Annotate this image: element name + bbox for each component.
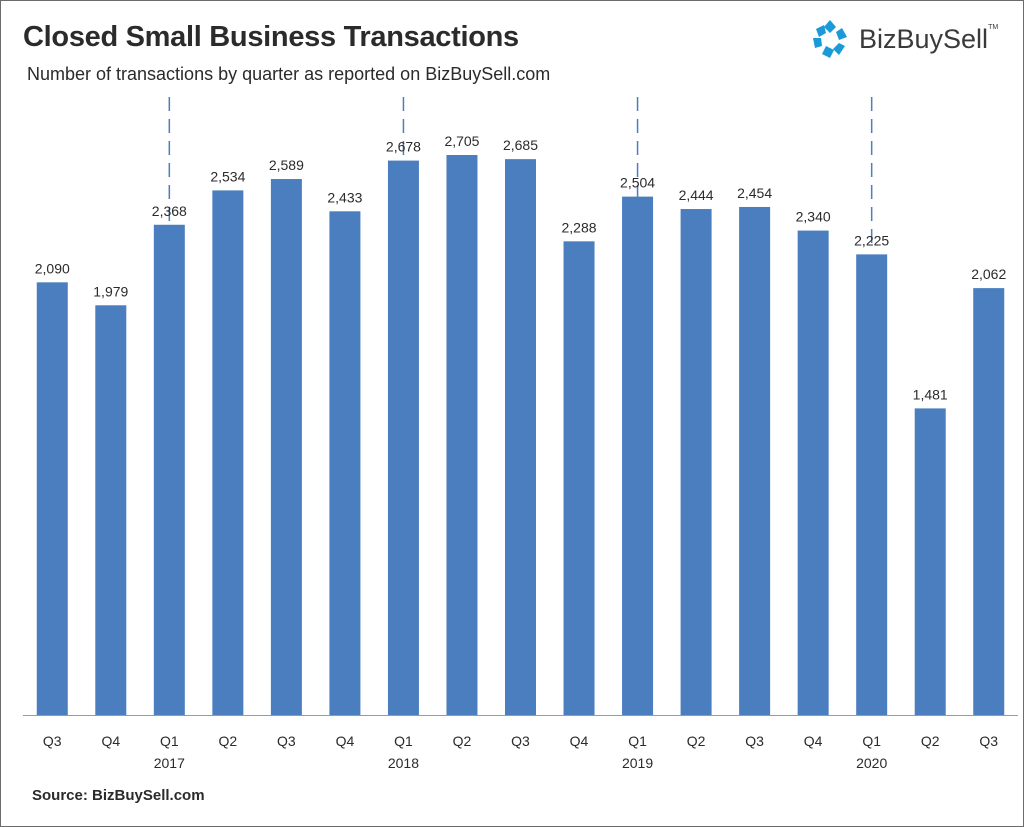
data-label: 2,062 <box>971 266 1006 282</box>
bar <box>680 209 712 715</box>
data-label: 2,433 <box>327 189 362 205</box>
x-tick-label: Q2 <box>921 733 940 749</box>
x-tick-label: Q3 <box>277 733 296 749</box>
data-label: 2,090 <box>35 260 70 276</box>
x-tick-label: Q3 <box>511 733 530 749</box>
bar-chart: 2,090 1,979 2,368 2,534 2,589 2,433 2,678 2,705… <box>23 97 1018 771</box>
data-label: 2,705 <box>444 133 479 149</box>
x-tick-label: Q4 <box>101 733 120 749</box>
bar <box>153 224 185 716</box>
year-label: 2018 <box>388 755 419 771</box>
bar <box>797 230 829 715</box>
brand-logo: BizBuySellTM <box>809 17 1009 61</box>
bar <box>36 282 68 715</box>
data-label: 2,340 <box>796 209 831 225</box>
bizbuysell-logo-icon <box>813 20 847 58</box>
bar <box>622 196 654 716</box>
brand-trademark: TM <box>988 23 999 31</box>
bar <box>856 254 888 716</box>
bar <box>973 288 1005 715</box>
x-tick-label: Q2 <box>687 733 706 749</box>
data-label: 2,534 <box>210 168 245 184</box>
x-tick-label: Q3 <box>745 733 764 749</box>
bar <box>212 190 244 715</box>
x-tick-label: Q3 <box>43 733 62 749</box>
data-label: 2,288 <box>562 219 597 235</box>
source-note: Source: BizBuySell.com <box>32 787 205 804</box>
bar <box>563 241 595 715</box>
x-tick-label: Q3 <box>979 733 998 749</box>
data-label: 2,589 <box>269 157 304 173</box>
data-label: 2,678 <box>386 139 421 155</box>
chart-title: Closed Small Business Transactions <box>23 21 519 53</box>
bar <box>446 155 478 715</box>
bar <box>95 305 127 715</box>
data-label: 2,504 <box>620 175 655 191</box>
data-label: 2,454 <box>737 185 772 201</box>
x-tick-label: Q4 <box>570 733 589 749</box>
data-label: 2,368 <box>152 203 187 219</box>
bar <box>914 408 946 715</box>
bar <box>505 159 536 715</box>
data-label: 2,225 <box>854 232 889 248</box>
x-tick-label: Q1 <box>394 733 413 749</box>
x-tick-label: Q2 <box>219 733 238 749</box>
brand-name: BizBuySellTM <box>859 23 999 54</box>
year-label: 2017 <box>154 755 185 771</box>
x-tick-label: Q4 <box>804 733 823 749</box>
x-tick-label: Q1 <box>862 733 881 749</box>
bar <box>329 211 361 715</box>
bar <box>739 206 771 716</box>
x-tick-label: Q1 <box>628 733 647 749</box>
chart-subtitle: Number of transactions by quarter as rep… <box>27 64 551 84</box>
data-label: 2,444 <box>679 187 714 203</box>
data-label: 1,979 <box>93 283 128 299</box>
x-tick-label: Q4 <box>336 733 355 749</box>
bar <box>387 160 419 715</box>
year-label: 2020 <box>856 755 887 771</box>
data-label: 2,685 <box>503 137 538 153</box>
year-label: 2019 <box>622 755 653 771</box>
bar <box>270 179 302 716</box>
x-tick-label: Q1 <box>160 733 179 749</box>
x-tick-label: Q2 <box>453 733 472 749</box>
data-label: 1,481 <box>913 386 948 402</box>
